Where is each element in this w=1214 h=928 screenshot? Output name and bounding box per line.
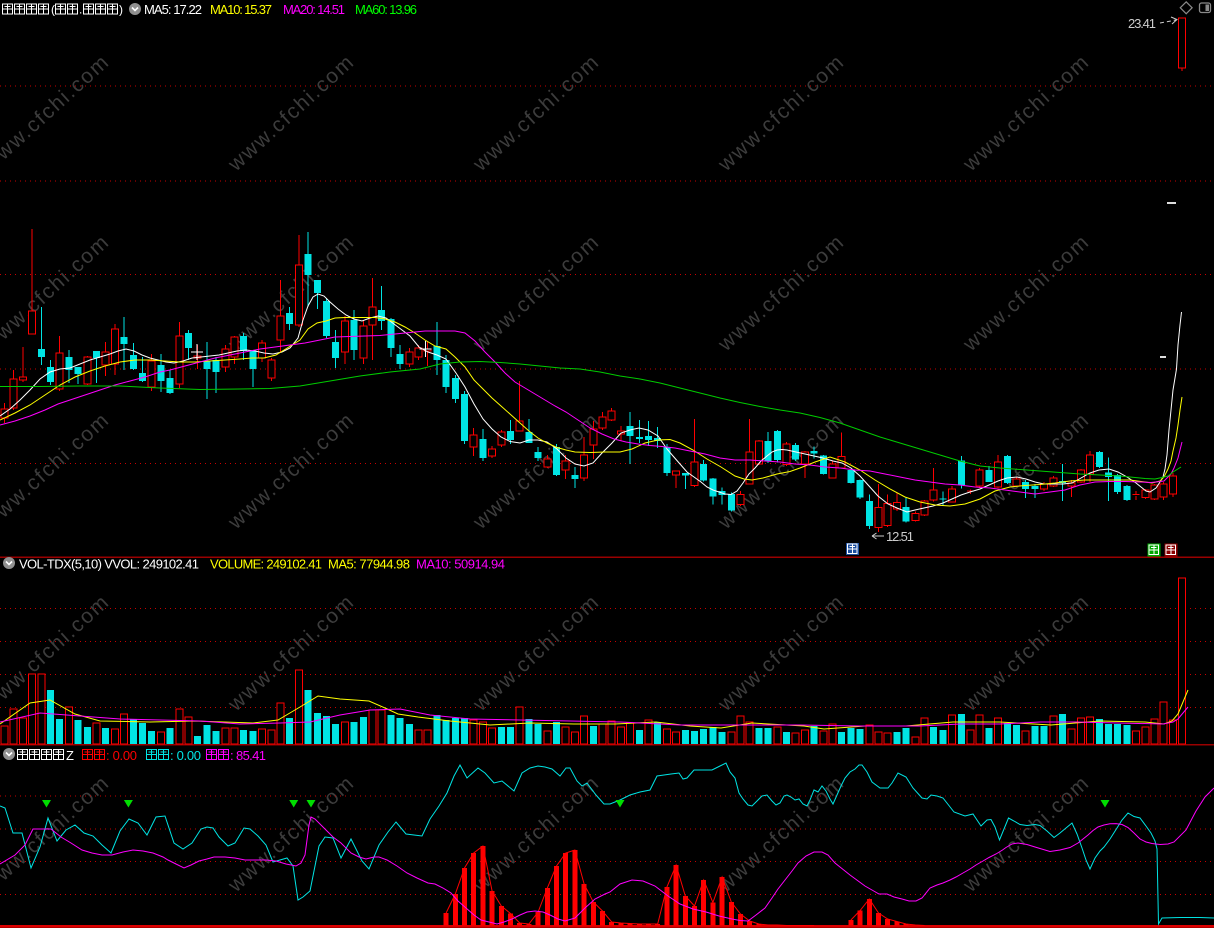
svg-text:MA10: 15.37: MA10: 15.37 — [210, 2, 272, 17]
svg-text:(: ( — [51, 3, 55, 17]
svg-text:MA5: 17.22: MA5: 17.22 — [144, 2, 202, 17]
svg-text:23.41: 23.41 — [1128, 16, 1156, 31]
svg-text:MA60: 13.96: MA60: 13.96 — [355, 2, 417, 17]
svg-text:): ) — [119, 3, 123, 17]
svg-text:MA10: 50914.94: MA10: 50914.94 — [416, 557, 505, 572]
svg-text:VOLUME: 249102.41: VOLUME: 249102.41 — [210, 557, 322, 572]
svg-text:.: . — [79, 3, 82, 17]
svg-text:MA5: 77944.98: MA5: 77944.98 — [328, 557, 410, 572]
svg-text:Z: Z — [66, 748, 74, 763]
svg-text:: 0.00: : 0.00 — [170, 748, 201, 763]
svg-text:MA20: 14.51: MA20: 14.51 — [283, 2, 345, 17]
svg-text:: 85.41: : 85.41 — [230, 748, 266, 763]
svg-text:12.51: 12.51 — [886, 529, 914, 544]
svg-text:VOL-TDX(5,10) VVOL: 249102.41: VOL-TDX(5,10) VVOL: 249102.41 — [19, 557, 199, 572]
svg-text:: 0.00: : 0.00 — [106, 748, 137, 763]
